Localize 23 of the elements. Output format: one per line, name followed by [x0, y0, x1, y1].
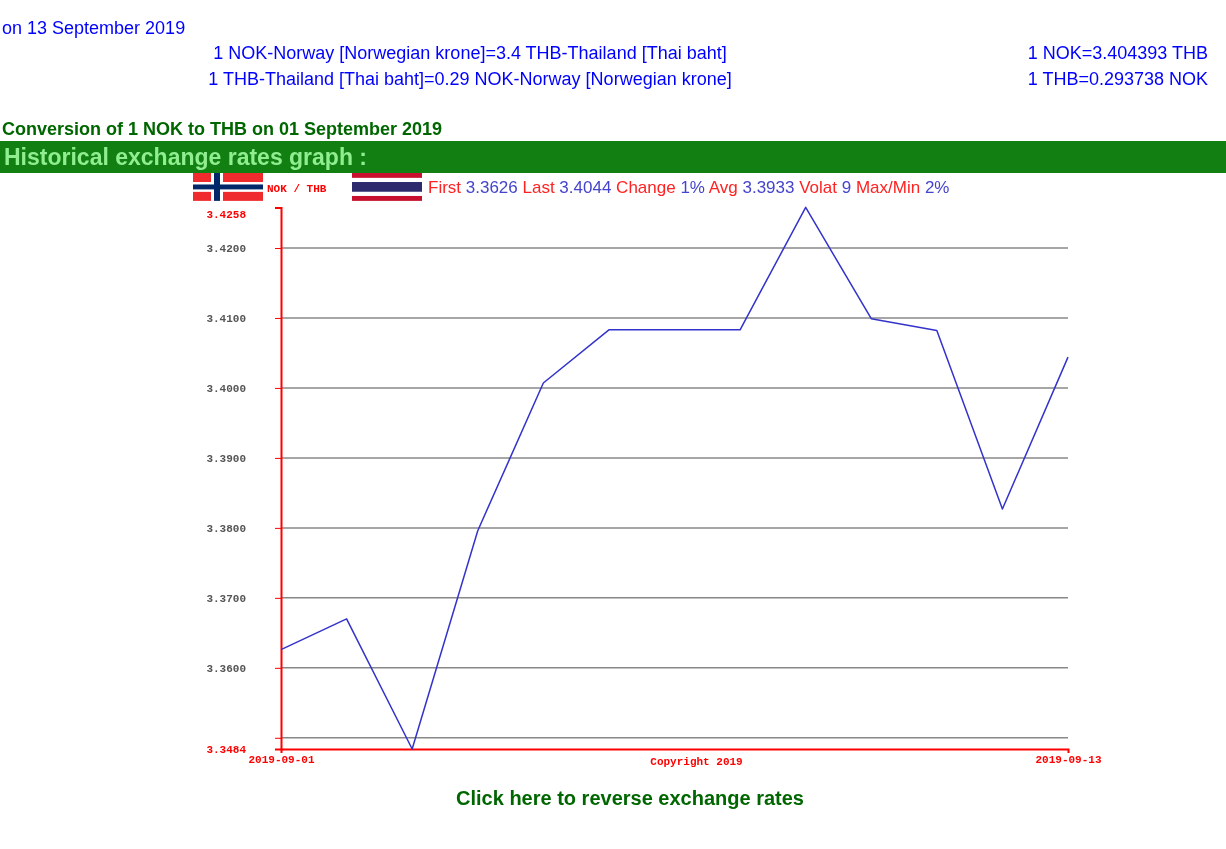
y-tick-label: 3.3484	[206, 744, 247, 757]
y-tick-label: 3.4000	[206, 382, 246, 395]
y-tick-label: 3.4100	[206, 312, 246, 325]
text: 1 THB=0.293738 NOK	[1027, 69, 1208, 89]
text: on 13 September 2019	[2, 18, 186, 38]
y-tick-label: 3.3900	[206, 452, 246, 465]
line-series	[280, 206, 1069, 750]
y-tick-label: 3.4200	[206, 243, 246, 256]
y-tick-label: 3.3600	[206, 662, 246, 675]
text: NOK / THB	[267, 183, 327, 195]
text: Copyright 2019	[650, 756, 743, 768]
chart-title: Historical exchange rates graph :	[4, 144, 368, 170]
y-tick-label: 3.4258	[206, 208, 247, 221]
text: Conversion of 1 NOK to THB on 01 September 2019	[2, 119, 443, 139]
x-tick-label: 2019-09-13	[1035, 753, 1102, 766]
text: 1 NOK-Norway [Norwegian krone]=3.4 THB-Thailand [Thai baht]	[213, 43, 727, 63]
text: 1 NOK=3.404393 THB	[1027, 43, 1208, 63]
x-tick-label: 2019-09-01	[248, 753, 315, 766]
text: 1 THB-Thailand [Thai baht]=0.29 NOK-Norway [Norwegian krone]	[208, 69, 732, 89]
y-tick-label: 3.3800	[206, 522, 246, 535]
text: First 3.3626 Last 3.4044 Change 1% Avg 3.3933 Volat 9 Max/Min 2%	[428, 178, 950, 197]
y-tick-label: 3.3700	[206, 592, 246, 605]
text: Click here to reverse exchange rates	[456, 787, 804, 809]
